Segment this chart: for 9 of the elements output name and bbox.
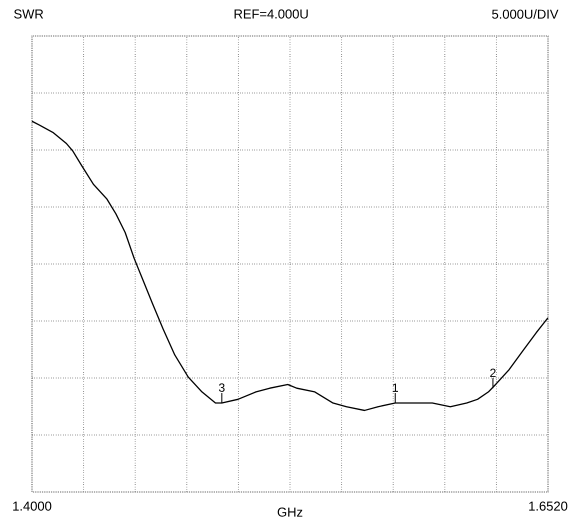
x-axis-title: GHz <box>278 508 302 517</box>
x-tick-label: 1.4000 <box>13 502 52 511</box>
annotation: 3 <box>218 383 225 392</box>
annotation: 1 <box>392 384 398 392</box>
text: 5.000U/DIV <box>492 9 558 19</box>
text: REF=4.000U <box>234 9 308 19</box>
x-tick-label: 1.6520 <box>529 502 568 511</box>
chart-title: SWR <box>14 9 44 19</box>
annotation: 2 <box>490 368 496 377</box>
